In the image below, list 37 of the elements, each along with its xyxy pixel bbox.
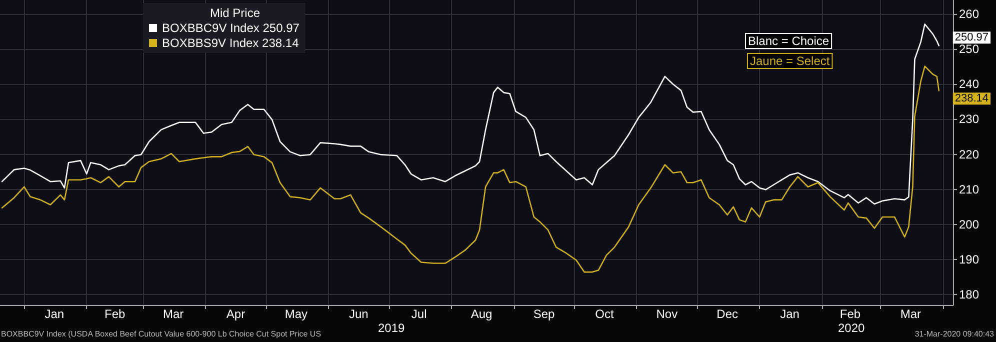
x-tick-label: Sep xyxy=(533,307,555,321)
text: BOXBBC9V Index (USDA Boxed Beef Cutout Value 600-900 Lb Choice Cut Spot Price US xyxy=(1,330,322,338)
y-tick-label: 180 xyxy=(959,287,980,302)
x-tick-label: Jul xyxy=(411,307,427,321)
x-tick-label: Oct xyxy=(595,307,614,321)
y-tick-label: 190 xyxy=(959,252,980,266)
x-tick-label: Apr xyxy=(226,307,246,321)
y-tick-label: 220 xyxy=(959,147,980,162)
y-tick-label: 240 xyxy=(959,77,980,92)
legend-label: BOXBBC9V Index 250.97 xyxy=(162,21,300,35)
legend-label: BOXBBS9V Index 238.14 xyxy=(162,36,300,50)
x-tick-label: May xyxy=(284,307,308,321)
data-label: 250.97 xyxy=(954,32,989,44)
annotation: Blanc = Choice xyxy=(748,34,830,48)
y-tick-label: 260 xyxy=(959,7,980,22)
x-tick-label: Feb xyxy=(840,307,861,321)
line-series xyxy=(1,24,940,205)
annotation: Jaune = Select xyxy=(750,54,830,68)
text: 31-Mar-2020 09:40:43 xyxy=(914,330,995,338)
x-tick-label: Dec xyxy=(716,307,738,321)
y-tick-label: 210 xyxy=(959,182,980,196)
x-tick-label: Jun xyxy=(348,307,368,321)
x-tick-label: Jan xyxy=(44,307,64,321)
x-tick-label: Aug xyxy=(470,307,492,321)
text: 2019 xyxy=(378,321,406,335)
text: 2020 xyxy=(838,321,866,335)
line-series xyxy=(1,66,940,273)
x-tick-label: Mar xyxy=(162,307,184,321)
x-tick-label: Mar xyxy=(900,307,922,321)
x-tick-label: Nov xyxy=(656,307,678,321)
x-tick-label: Feb xyxy=(104,307,126,321)
y-tick-label: 200 xyxy=(959,217,980,232)
legend-title: Mid Price xyxy=(210,6,260,20)
y-tick-label: 250 xyxy=(959,42,980,56)
y-tick-label: 230 xyxy=(959,112,980,126)
x-tick-label: Jan xyxy=(780,307,800,321)
data-label: 238.14 xyxy=(954,92,989,105)
